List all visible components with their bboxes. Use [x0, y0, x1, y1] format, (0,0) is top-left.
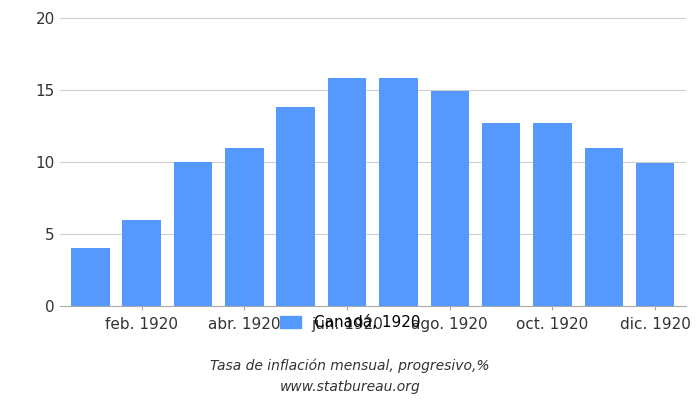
Bar [482, 123, 520, 306]
Bar [174, 162, 212, 306]
Bar [328, 78, 366, 306]
Bar [379, 78, 418, 306]
Bar [71, 248, 110, 306]
Bar [276, 107, 315, 306]
Bar [122, 220, 161, 306]
Legend: Canadá, 1920: Canadá, 1920 [280, 315, 420, 330]
Text: www.statbureau.org: www.statbureau.org [279, 380, 421, 394]
Bar [636, 164, 674, 306]
Bar [225, 148, 264, 306]
Bar [430, 92, 469, 306]
Text: Tasa de inflación mensual, progresivo,%: Tasa de inflación mensual, progresivo,% [210, 359, 490, 373]
Bar [533, 123, 572, 306]
Bar [584, 148, 623, 306]
